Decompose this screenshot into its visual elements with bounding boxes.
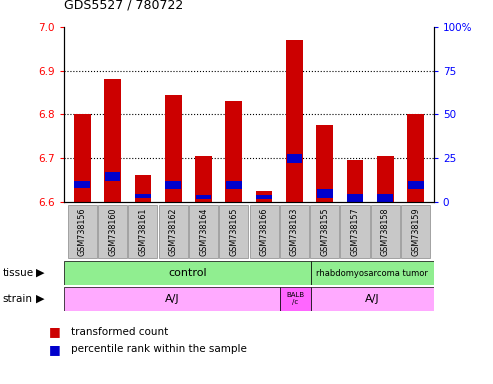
Bar xyxy=(104,79,121,202)
Bar xyxy=(286,40,303,202)
Bar xyxy=(189,205,218,258)
Bar xyxy=(407,114,424,202)
Bar xyxy=(74,114,91,202)
Bar xyxy=(347,194,363,202)
Bar xyxy=(74,180,90,189)
Text: GSM738164: GSM738164 xyxy=(199,207,208,255)
Bar xyxy=(159,205,188,258)
Bar xyxy=(195,156,212,202)
Bar xyxy=(311,287,434,311)
Bar xyxy=(256,195,272,199)
Text: GSM738161: GSM738161 xyxy=(139,207,147,255)
Bar xyxy=(135,175,151,202)
Bar xyxy=(401,205,430,258)
Bar xyxy=(286,154,302,163)
Text: GSM738160: GSM738160 xyxy=(108,207,117,255)
Bar xyxy=(341,205,370,258)
Bar xyxy=(225,101,242,202)
Bar xyxy=(105,172,120,180)
Text: percentile rank within the sample: percentile rank within the sample xyxy=(71,344,247,354)
Bar xyxy=(408,180,423,189)
Text: rhabdomyosarcoma tumor: rhabdomyosarcoma tumor xyxy=(317,268,428,278)
Bar xyxy=(280,205,309,258)
Bar xyxy=(371,205,400,258)
Bar xyxy=(165,180,181,189)
Text: ■: ■ xyxy=(49,325,61,338)
Bar xyxy=(64,287,280,311)
Text: GSM738159: GSM738159 xyxy=(411,207,420,256)
Text: GSM738157: GSM738157 xyxy=(351,207,359,256)
Text: strain: strain xyxy=(2,294,33,304)
Text: ■: ■ xyxy=(49,343,61,356)
Bar xyxy=(378,194,393,202)
Bar xyxy=(64,261,311,285)
Bar xyxy=(165,94,181,202)
Text: A/J: A/J xyxy=(165,294,179,304)
Bar xyxy=(196,195,211,199)
Bar xyxy=(317,125,333,202)
Bar xyxy=(311,261,434,285)
Text: GSM738166: GSM738166 xyxy=(260,207,269,255)
Text: GSM738158: GSM738158 xyxy=(381,207,390,256)
Text: GSM738155: GSM738155 xyxy=(320,207,329,256)
Text: GSM738162: GSM738162 xyxy=(169,207,177,256)
Text: GSM738165: GSM738165 xyxy=(229,207,238,256)
Text: tissue: tissue xyxy=(2,268,34,278)
Bar xyxy=(280,287,311,311)
Bar xyxy=(219,205,248,258)
Text: GDS5527 / 780722: GDS5527 / 780722 xyxy=(64,0,183,12)
Text: BALB
/c: BALB /c xyxy=(286,292,304,305)
Bar xyxy=(347,160,363,202)
Bar xyxy=(310,205,339,258)
Text: GSM738163: GSM738163 xyxy=(290,207,299,255)
Bar xyxy=(98,205,127,258)
Bar xyxy=(128,205,157,258)
Bar xyxy=(317,189,333,198)
Text: GSM738156: GSM738156 xyxy=(78,207,87,256)
Bar xyxy=(226,180,242,189)
Bar xyxy=(256,191,273,202)
Text: ▶: ▶ xyxy=(35,294,44,304)
Bar xyxy=(377,156,394,202)
Text: A/J: A/J xyxy=(365,294,380,304)
Text: ▶: ▶ xyxy=(35,268,44,278)
Bar xyxy=(135,194,151,198)
Bar xyxy=(249,205,279,258)
Text: control: control xyxy=(168,268,207,278)
Text: transformed count: transformed count xyxy=(71,327,169,337)
Bar xyxy=(68,205,97,258)
